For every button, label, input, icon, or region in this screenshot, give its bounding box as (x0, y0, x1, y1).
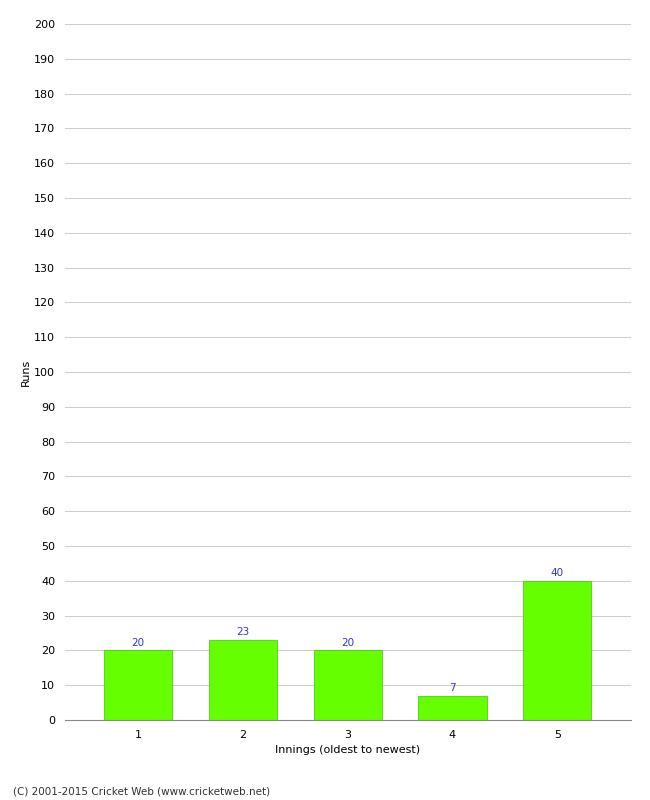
X-axis label: Innings (oldest to newest): Innings (oldest to newest) (275, 746, 421, 755)
Text: 7: 7 (449, 683, 456, 693)
Y-axis label: Runs: Runs (21, 358, 31, 386)
Bar (419, 696, 486, 720)
Bar (523, 581, 592, 720)
Text: (C) 2001-2015 Cricket Web (www.cricketweb.net): (C) 2001-2015 Cricket Web (www.cricketwe… (13, 786, 270, 796)
Text: 23: 23 (237, 627, 250, 637)
Text: 40: 40 (551, 568, 564, 578)
Bar (209, 640, 277, 720)
Bar (314, 650, 382, 720)
Bar (104, 650, 172, 720)
Text: 20: 20 (132, 638, 145, 648)
Text: 20: 20 (341, 638, 354, 648)
